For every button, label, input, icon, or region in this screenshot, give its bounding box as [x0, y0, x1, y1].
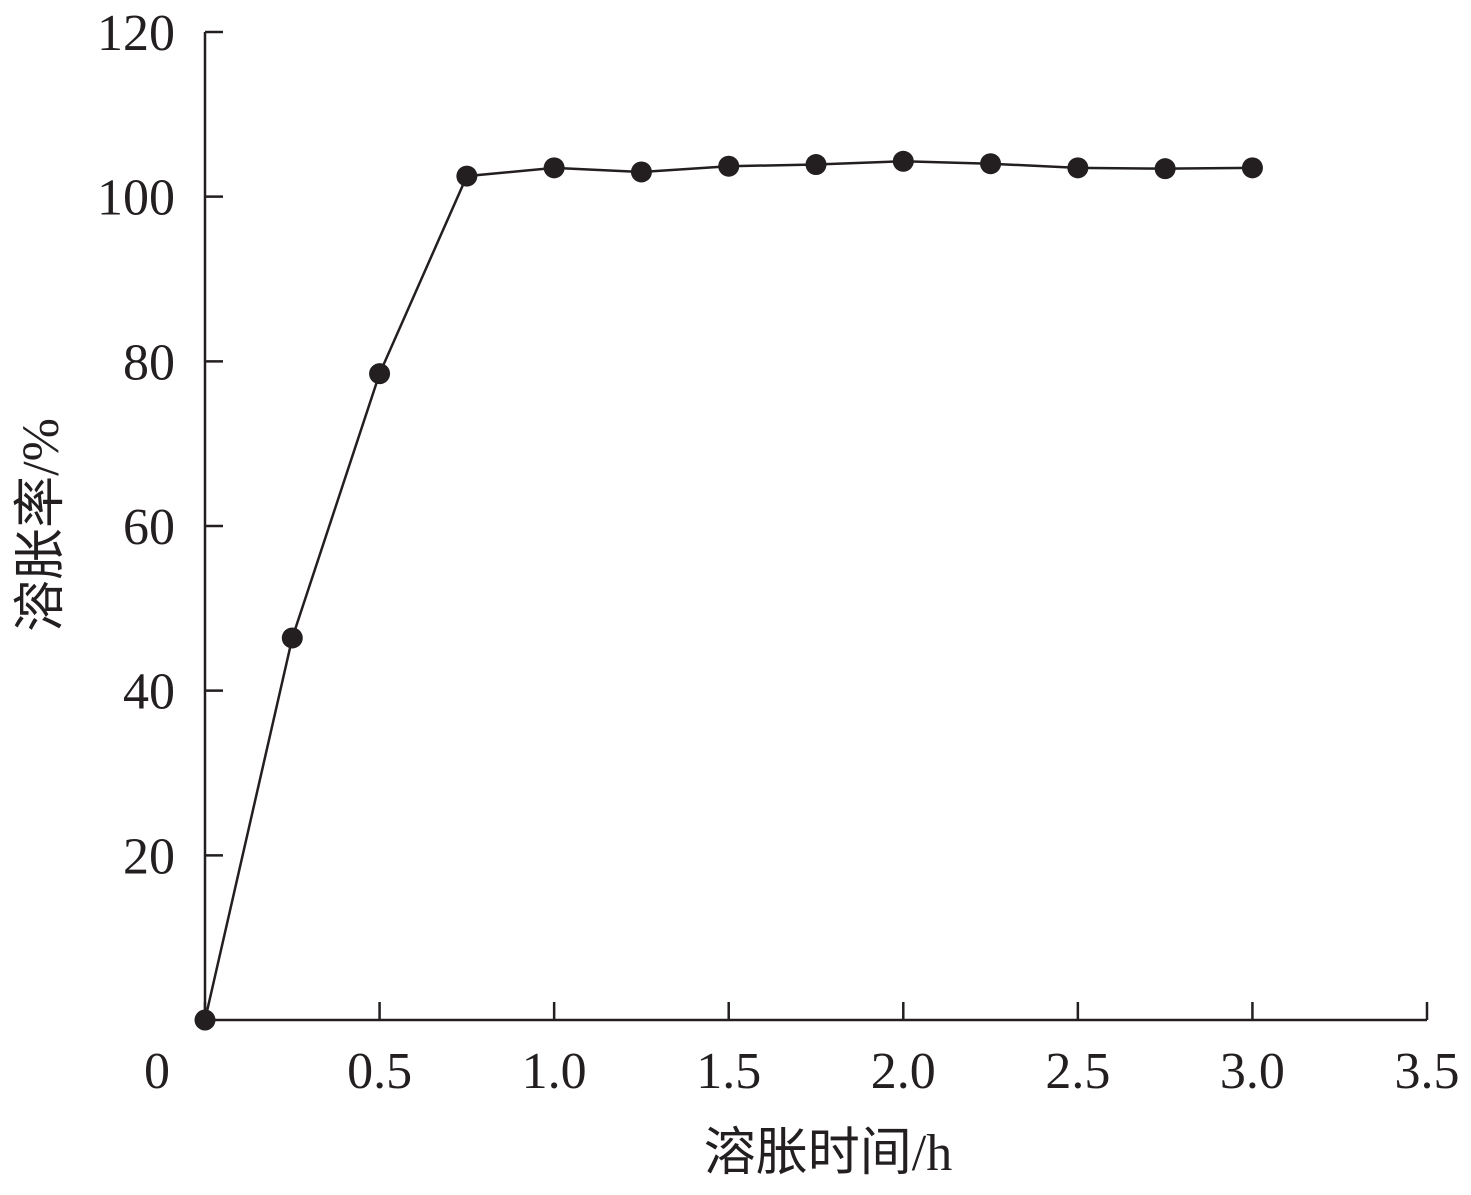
data-point [456, 165, 478, 187]
data-point [630, 161, 652, 183]
x-tick-label: 0 [144, 1043, 170, 1100]
data-point [543, 157, 565, 179]
x-tick-label: 1.5 [696, 1043, 761, 1100]
x-axis-label: 溶胀时间/h [704, 1125, 952, 1182]
data-point [980, 153, 1002, 175]
y-tick-label: 120 [97, 5, 175, 62]
y-tick-label: 60 [123, 499, 175, 556]
x-tick-label: 0.5 [347, 1043, 412, 1100]
data-point [892, 150, 914, 172]
y-tick-label: 100 [97, 170, 175, 227]
data-point [194, 1009, 216, 1031]
data-point [1241, 157, 1263, 179]
data-point [1154, 158, 1176, 180]
x-tick-label: 2.0 [871, 1043, 936, 1100]
x-tick-label: 3.5 [1395, 1043, 1460, 1100]
x-tick-label: 1.0 [522, 1043, 587, 1100]
x-tick-label: 3.0 [1220, 1043, 1285, 1100]
y-axis-label: 溶胀率/% [13, 418, 70, 632]
data-point [369, 363, 391, 385]
y-tick-label: 80 [123, 334, 175, 391]
data-point [1067, 157, 1089, 179]
y-tick-label: 40 [123, 664, 175, 721]
y-tick-label: 20 [123, 828, 175, 885]
data-point [281, 627, 303, 649]
data-point [805, 154, 827, 176]
series-line [203, 160, 1253, 1021]
data-point [718, 155, 740, 177]
x-tick-label: 2.5 [1045, 1043, 1110, 1100]
